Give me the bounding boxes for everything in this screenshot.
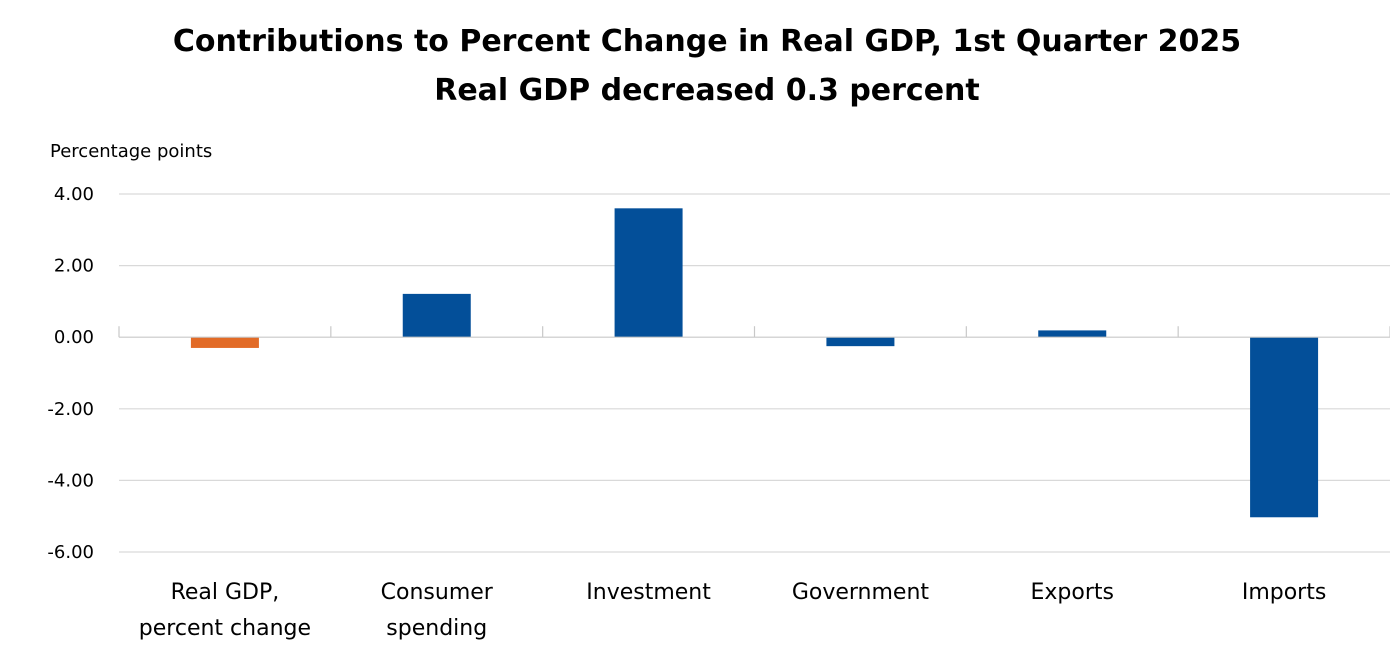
category-label: Exports — [1031, 580, 1114, 605]
bar — [1250, 337, 1319, 518]
bar — [826, 337, 895, 347]
bar — [402, 293, 471, 338]
y-tick-label: 4.00 — [54, 184, 94, 205]
x-axis — [118, 326, 1390, 338]
y-tick-label: -2.00 — [47, 399, 94, 420]
y-tick-label: 0.00 — [54, 327, 94, 348]
y-axis-label: Percentage points — [50, 141, 213, 162]
category-label: percent change — [139, 616, 311, 641]
y-tick-label: -6.00 — [47, 542, 94, 563]
category-label: Real GDP, — [171, 580, 280, 605]
category-label: spending — [386, 616, 487, 641]
chart-subtitle: Real GDP decreased 0.3 percent — [434, 73, 980, 108]
gridlines — [119, 193, 1390, 553]
bar — [1038, 330, 1107, 338]
y-tick-label: 2.00 — [54, 256, 94, 277]
category-labels: Real GDP, percent change Consumer spending I… — [139, 580, 1327, 641]
category-label: Investment — [586, 580, 711, 605]
y-tick-label: -4.00 — [47, 470, 94, 491]
category-label: Consumer — [381, 580, 494, 605]
y-tick-labels: 4.00 2.00 0.00 -2.00 -4.00 -6.00 — [47, 184, 94, 563]
bars — [190, 208, 1319, 518]
bar — [190, 337, 259, 348]
chart-title: Contributions to Percent Change in Real … — [172, 24, 1242, 59]
bar — [614, 208, 683, 338]
category-label: Government — [792, 580, 930, 605]
category-label: Imports — [1242, 580, 1326, 605]
